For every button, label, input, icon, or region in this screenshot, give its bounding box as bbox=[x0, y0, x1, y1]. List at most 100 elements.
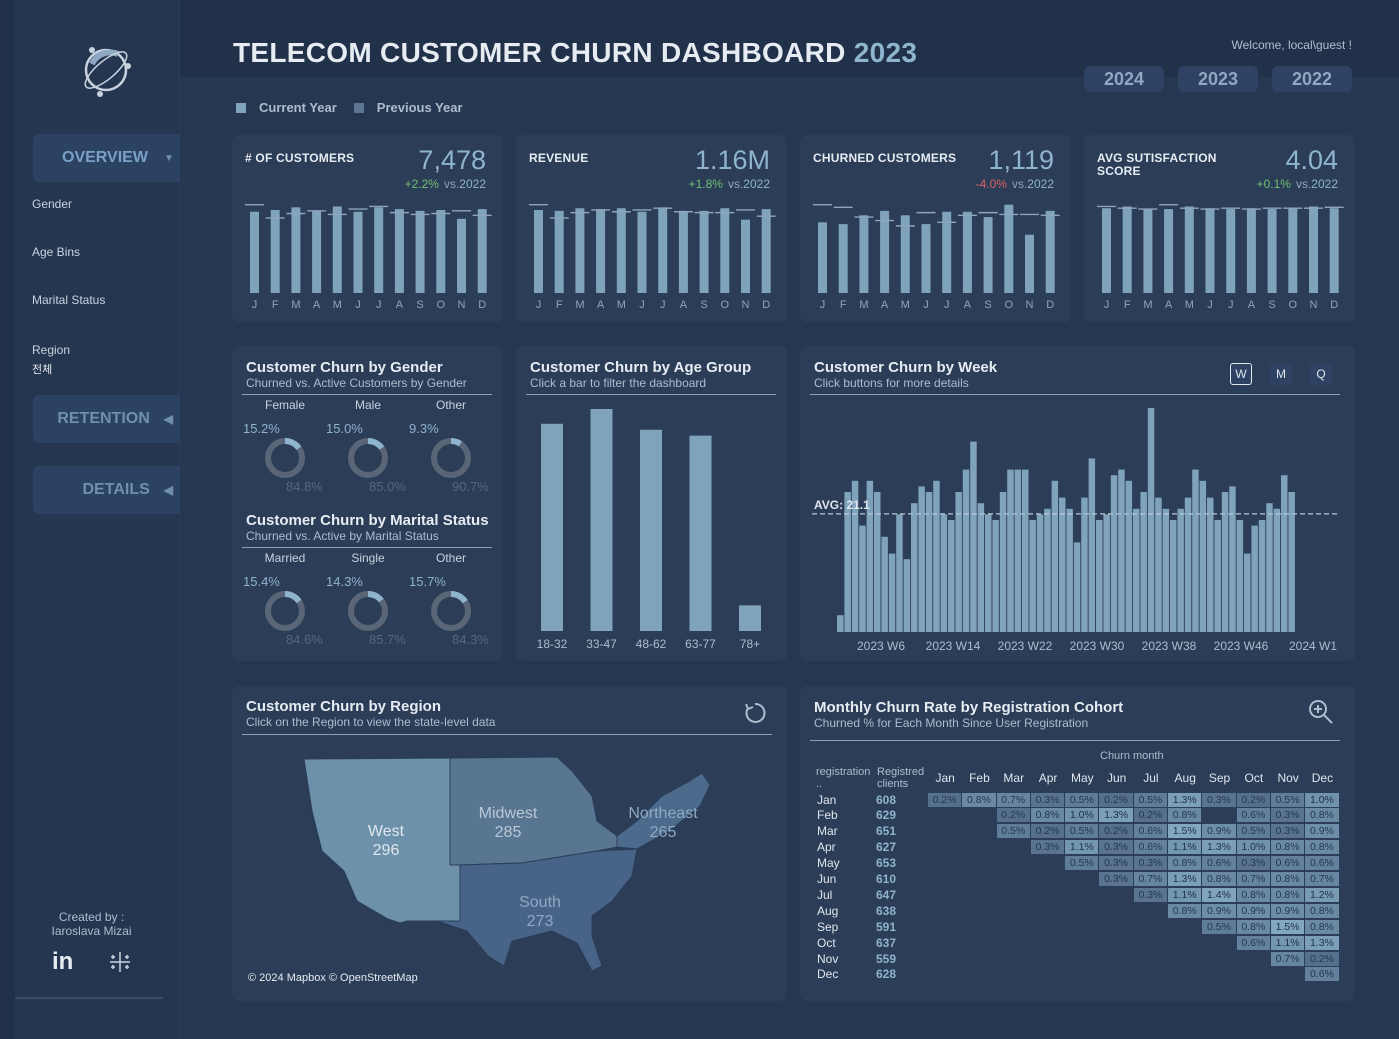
quarter-button[interactable]: Q bbox=[1310, 363, 1332, 385]
cohort-cell[interactable] bbox=[1168, 935, 1203, 950]
overview-button[interactable]: OVERVIEW ▼ bbox=[33, 134, 193, 182]
filter-gender[interactable]: Gender bbox=[32, 197, 72, 215]
week-bar[interactable] bbox=[1059, 497, 1066, 632]
cohort-cell[interactable]: 1.3% bbox=[1168, 872, 1203, 886]
week-bar[interactable] bbox=[1014, 469, 1022, 632]
cohort-cell[interactable] bbox=[928, 887, 963, 902]
cohort-cell[interactable] bbox=[997, 887, 1031, 902]
cohort-cell[interactable]: 0.2% bbox=[1133, 808, 1169, 823]
cohort-cell[interactable] bbox=[1168, 967, 1203, 982]
reset-icon[interactable] bbox=[742, 700, 768, 731]
cohort-cell[interactable] bbox=[962, 840, 997, 855]
cohort-cell[interactable] bbox=[1168, 919, 1203, 934]
cohort-cell[interactable] bbox=[1031, 887, 1066, 902]
cohort-cell[interactable] bbox=[962, 919, 997, 934]
cohort-cell[interactable] bbox=[928, 951, 963, 966]
week-bar[interactable] bbox=[911, 503, 918, 632]
tab-2022[interactable]: 2022 bbox=[1272, 66, 1352, 92]
week-bar[interactable] bbox=[1110, 475, 1118, 632]
week-bar[interactable] bbox=[1125, 480, 1133, 632]
week-bar[interactable] bbox=[1007, 469, 1014, 632]
week-bar[interactable] bbox=[1118, 469, 1125, 632]
cohort-cell[interactable]: 1.3% bbox=[1305, 935, 1340, 950]
week-bar[interactable] bbox=[1036, 514, 1044, 632]
week-bar[interactable] bbox=[992, 520, 999, 632]
cohort-cell[interactable] bbox=[1271, 967, 1306, 982]
cohort-cell[interactable] bbox=[1031, 967, 1066, 982]
week-bar[interactable] bbox=[1073, 542, 1081, 632]
cohort-cell[interactable]: 0.6% bbox=[1202, 856, 1237, 871]
week-bar[interactable] bbox=[1214, 520, 1221, 632]
week-bar[interactable] bbox=[1162, 508, 1170, 632]
cohort-cell[interactable]: 0.5% bbox=[1202, 919, 1237, 934]
week-bar[interactable] bbox=[837, 615, 844, 632]
filter-age-bins[interactable]: Age Bins bbox=[32, 245, 80, 263]
week-bar[interactable] bbox=[1244, 553, 1251, 632]
week-bar[interactable] bbox=[859, 525, 866, 632]
week-bar[interactable] bbox=[1221, 492, 1229, 632]
age-bar[interactable] bbox=[541, 423, 563, 631]
cohort-cell[interactable] bbox=[1065, 872, 1100, 886]
week-bar[interactable] bbox=[955, 492, 962, 632]
cohort-cell[interactable] bbox=[1134, 935, 1169, 950]
week-button[interactable]: W bbox=[1230, 363, 1252, 385]
cohort-cell[interactable]: 0.6% bbox=[1133, 824, 1169, 839]
cohort-cell[interactable]: 0.2% bbox=[1305, 951, 1340, 966]
cohort-cell[interactable] bbox=[962, 824, 997, 839]
cohort-cell[interactable]: 0.8% bbox=[1305, 919, 1340, 934]
cohort-cell[interactable] bbox=[1134, 903, 1169, 918]
week-bar[interactable] bbox=[1140, 492, 1147, 632]
donut-chart[interactable] bbox=[346, 436, 390, 480]
cohort-cell[interactable] bbox=[1202, 808, 1237, 823]
cohort-cell[interactable]: 0.3% bbox=[1270, 808, 1306, 823]
cohort-cell[interactable]: 0.5% bbox=[1065, 856, 1100, 871]
cohort-cell[interactable] bbox=[928, 824, 963, 839]
cohort-cell[interactable]: 0.3% bbox=[1030, 792, 1066, 807]
age-bar[interactable] bbox=[640, 429, 662, 631]
cohort-cell[interactable]: 0.7% bbox=[996, 792, 1031, 807]
cohort-cell[interactable] bbox=[997, 856, 1031, 871]
cohort-cell[interactable]: 0.6% bbox=[1270, 856, 1306, 871]
week-bar[interactable] bbox=[866, 480, 874, 632]
cohort-cell[interactable] bbox=[962, 967, 997, 982]
cohort-cell[interactable] bbox=[1134, 919, 1169, 934]
week-bar[interactable] bbox=[948, 520, 955, 632]
cohort-cell[interactable]: 0.5% bbox=[1065, 792, 1100, 807]
week-bar[interactable] bbox=[1207, 497, 1214, 632]
cohort-cell[interactable]: 0.8% bbox=[1202, 872, 1237, 886]
week-bar[interactable] bbox=[1066, 508, 1073, 632]
week-bar[interactable] bbox=[1029, 520, 1036, 632]
cohort-cell[interactable]: 0.2% bbox=[1099, 792, 1134, 807]
cohort-cell[interactable]: 0.3% bbox=[1133, 856, 1169, 871]
week-bar[interactable] bbox=[1184, 497, 1192, 632]
cohort-cell[interactable]: 0.3% bbox=[1270, 824, 1306, 839]
cohort-cell[interactable]: 1.3% bbox=[1168, 792, 1203, 807]
cohort-cell[interactable]: 0.3% bbox=[1133, 887, 1169, 902]
age-bar[interactable] bbox=[689, 435, 712, 631]
cohort-cell[interactable] bbox=[1065, 967, 1100, 982]
tab-2023[interactable]: 2023 bbox=[1178, 66, 1258, 92]
cohort-cell[interactable] bbox=[1031, 919, 1066, 934]
cohort-cell[interactable]: 0.8% bbox=[962, 792, 997, 807]
week-bar[interactable] bbox=[896, 514, 903, 632]
cohort-cell[interactable]: 0.8% bbox=[1305, 808, 1340, 823]
cohort-cell[interactable]: 0.5% bbox=[1270, 792, 1306, 807]
cohort-cell[interactable]: 0.9% bbox=[1202, 824, 1237, 839]
donut-chart[interactable] bbox=[263, 589, 307, 633]
cohort-cell[interactable]: 0.9% bbox=[1305, 824, 1340, 839]
cohort-cell[interactable]: 0.8% bbox=[1168, 856, 1203, 871]
cohort-cell[interactable] bbox=[997, 951, 1031, 966]
week-bar[interactable] bbox=[1288, 492, 1295, 632]
cohort-cell[interactable] bbox=[962, 872, 997, 886]
cohort-cell[interactable]: 0.2% bbox=[1099, 824, 1134, 839]
tableau-icon[interactable] bbox=[108, 950, 132, 979]
tab-2024[interactable]: 2024 bbox=[1084, 66, 1164, 92]
week-bar[interactable] bbox=[888, 553, 896, 632]
cohort-cell[interactable] bbox=[928, 856, 963, 871]
cohort-cell[interactable]: 1.1% bbox=[1270, 935, 1306, 950]
cohort-cell[interactable]: 0.9% bbox=[1202, 903, 1237, 918]
cohort-cell[interactable] bbox=[1099, 887, 1134, 902]
cohort-cell[interactable] bbox=[928, 872, 963, 886]
cohort-cell[interactable] bbox=[962, 808, 997, 823]
cohort-cell[interactable] bbox=[928, 903, 963, 918]
